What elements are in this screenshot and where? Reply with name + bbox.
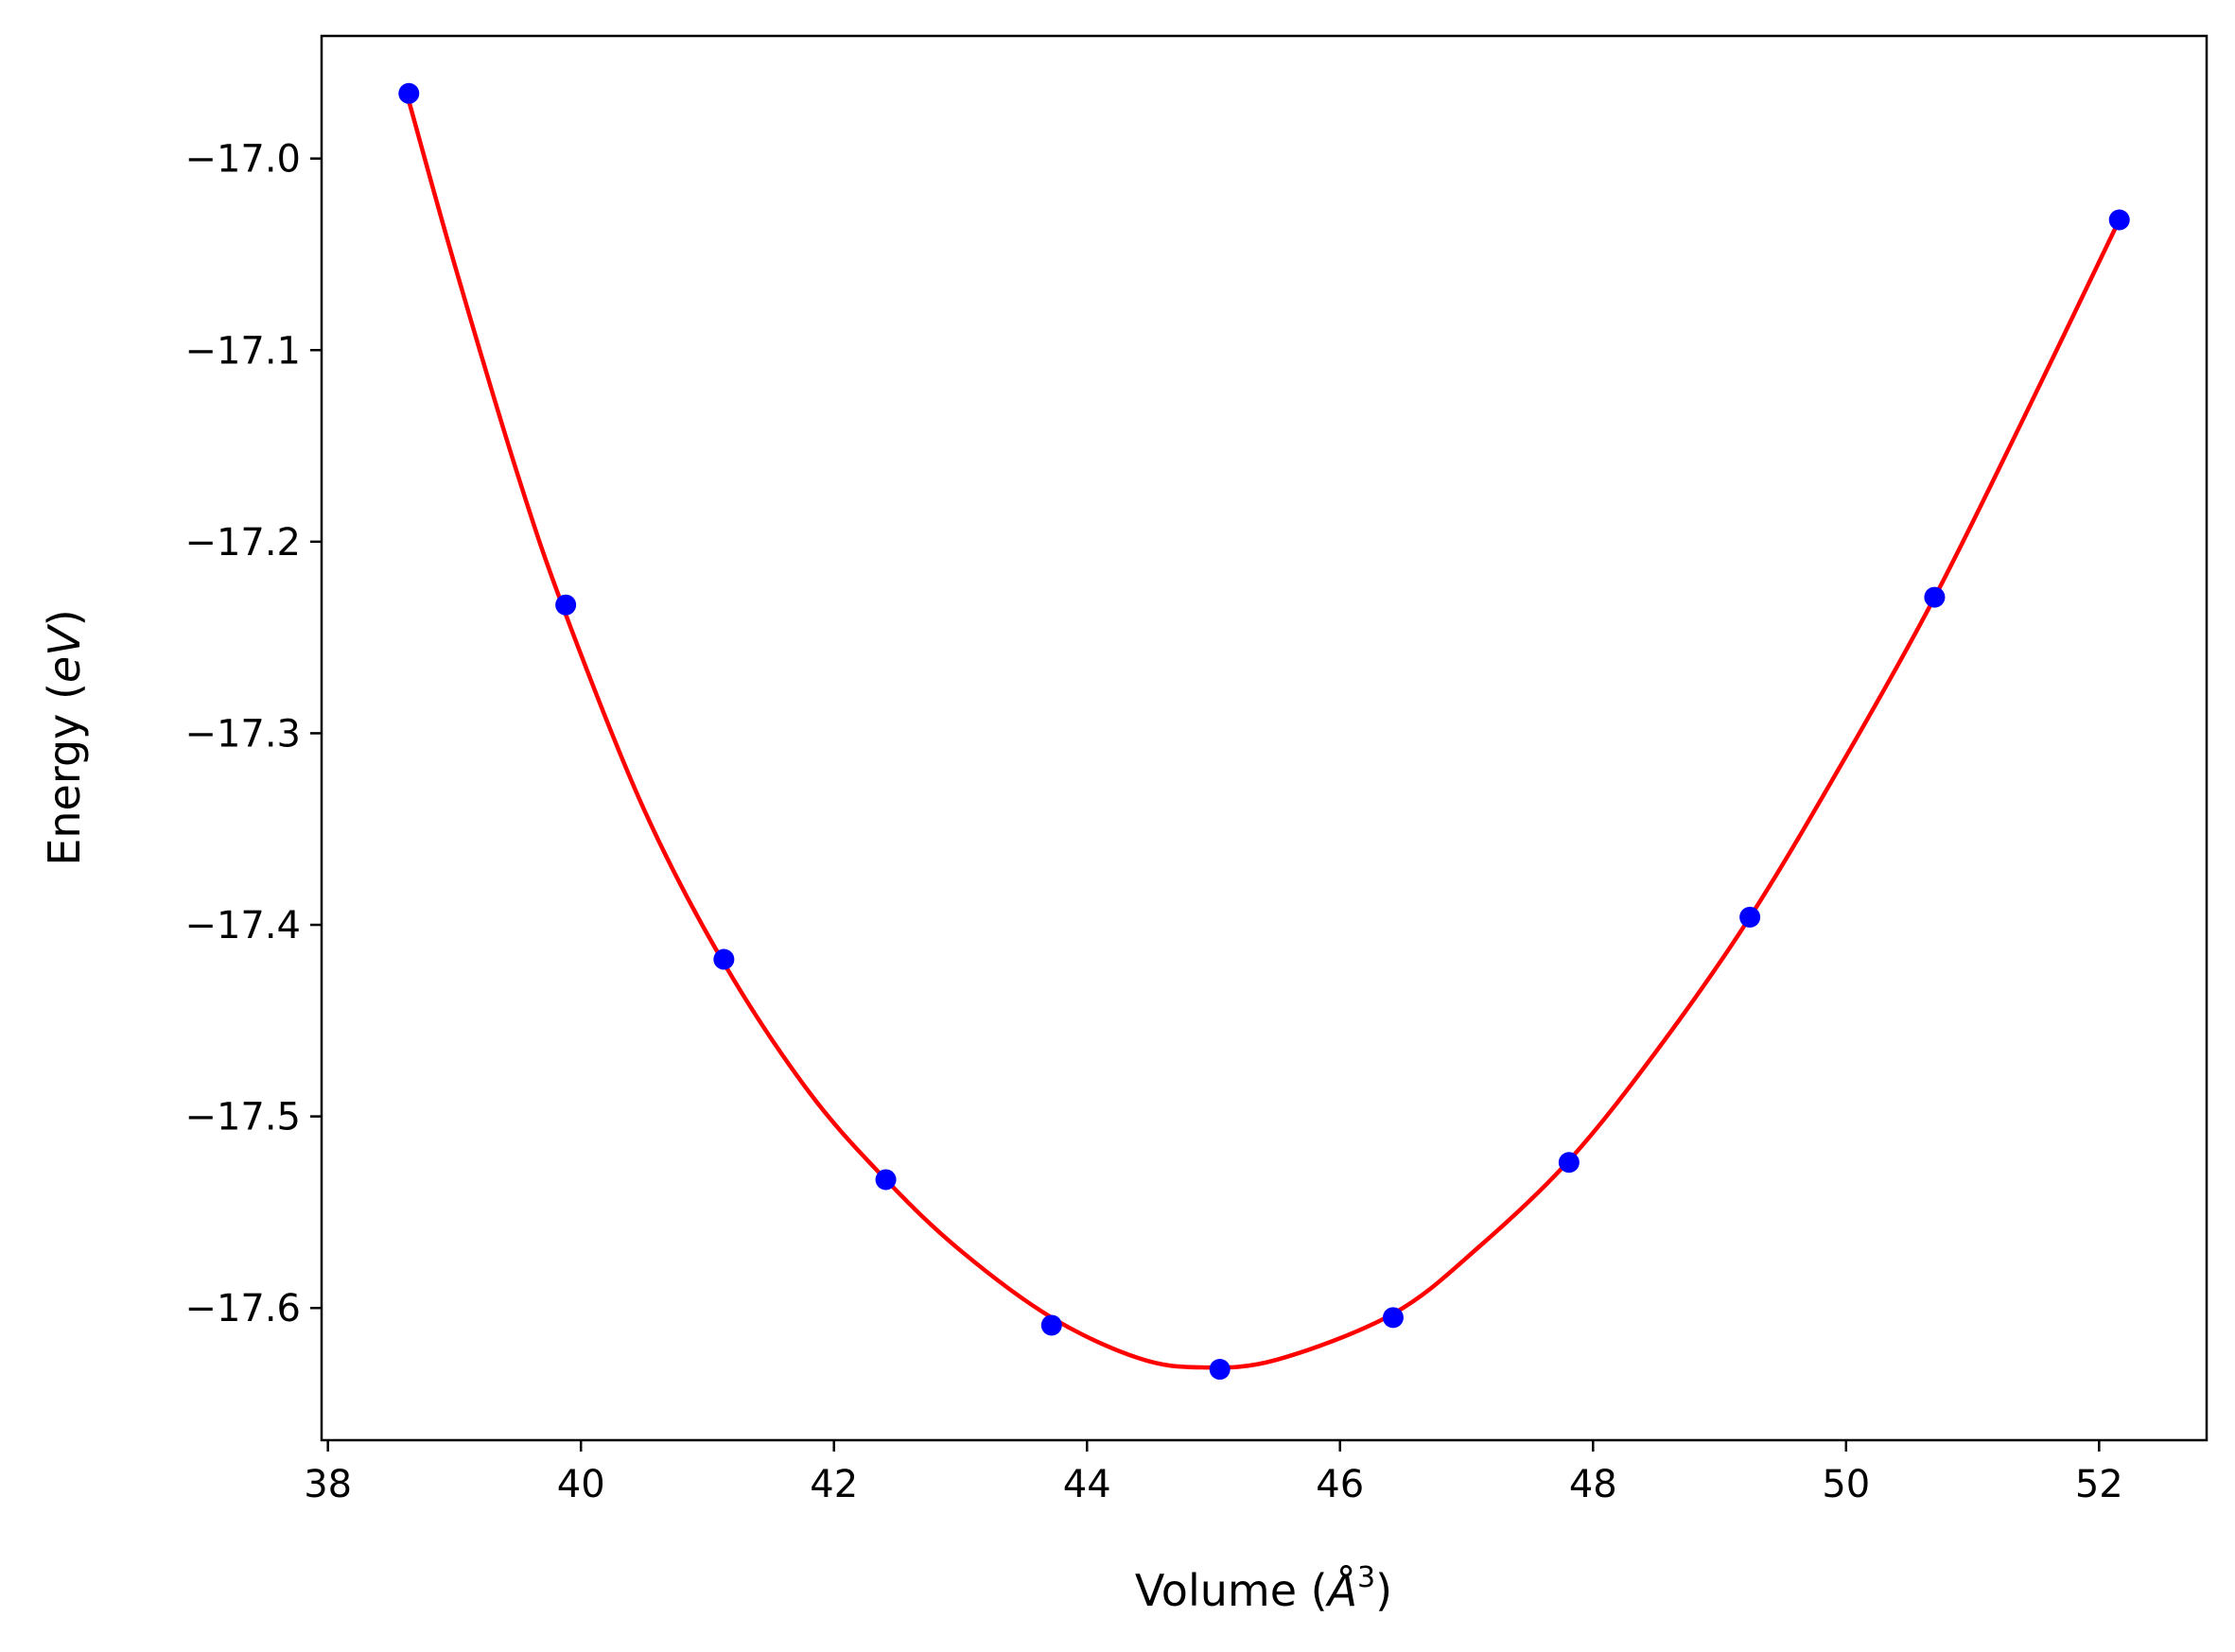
data-point	[398, 82, 420, 104]
fit-curve-line	[407, 98, 2122, 1370]
data-point	[1382, 1307, 1404, 1329]
x-axis-title: Volume (Å3)	[1135, 1561, 1392, 1616]
x-tick-label: 46	[1316, 1463, 1364, 1506]
x-tick-label: 52	[2075, 1463, 2123, 1506]
x-axis-ticks: 38 40 42 44 46 48 50 52	[304, 1440, 2123, 1506]
y-axis-title: Energy (eV)	[39, 609, 90, 865]
data-point	[1924, 586, 1946, 608]
data-point	[1040, 1314, 1062, 1336]
y-tick-label: −17.4	[184, 904, 301, 948]
y-tick-label: −17.3	[184, 712, 301, 756]
y-tick-label: −17.0	[184, 138, 301, 182]
plot-area-frame	[320, 34, 2209, 1442]
x-tick-label: 44	[1063, 1463, 1111, 1506]
y-axis-ticks: −17.0 −17.1 −17.2 −17.3 −17.4 −17.5 −17.6	[184, 138, 322, 1330]
data-point	[555, 594, 577, 616]
fit-curve-layer	[407, 98, 2122, 1370]
x-tick-label: 42	[810, 1463, 858, 1506]
data-point	[2108, 209, 2130, 231]
y-tick-label: −17.2	[184, 521, 301, 565]
x-tick-label: 48	[1569, 1463, 1617, 1506]
x-tick-label: 40	[557, 1463, 605, 1506]
data-points-layer	[398, 82, 2130, 1381]
data-point	[1558, 1152, 1580, 1174]
data-point	[1739, 906, 1761, 928]
y-tick-label: −17.5	[184, 1096, 301, 1139]
data-point	[1209, 1359, 1231, 1381]
data-point	[713, 948, 735, 970]
data-point	[875, 1169, 897, 1191]
y-tick-label: −17.6	[184, 1287, 301, 1330]
y-tick-label: −17.1	[184, 329, 301, 373]
x-tick-label: 38	[304, 1463, 352, 1506]
x-tick-label: 50	[1822, 1463, 1870, 1506]
